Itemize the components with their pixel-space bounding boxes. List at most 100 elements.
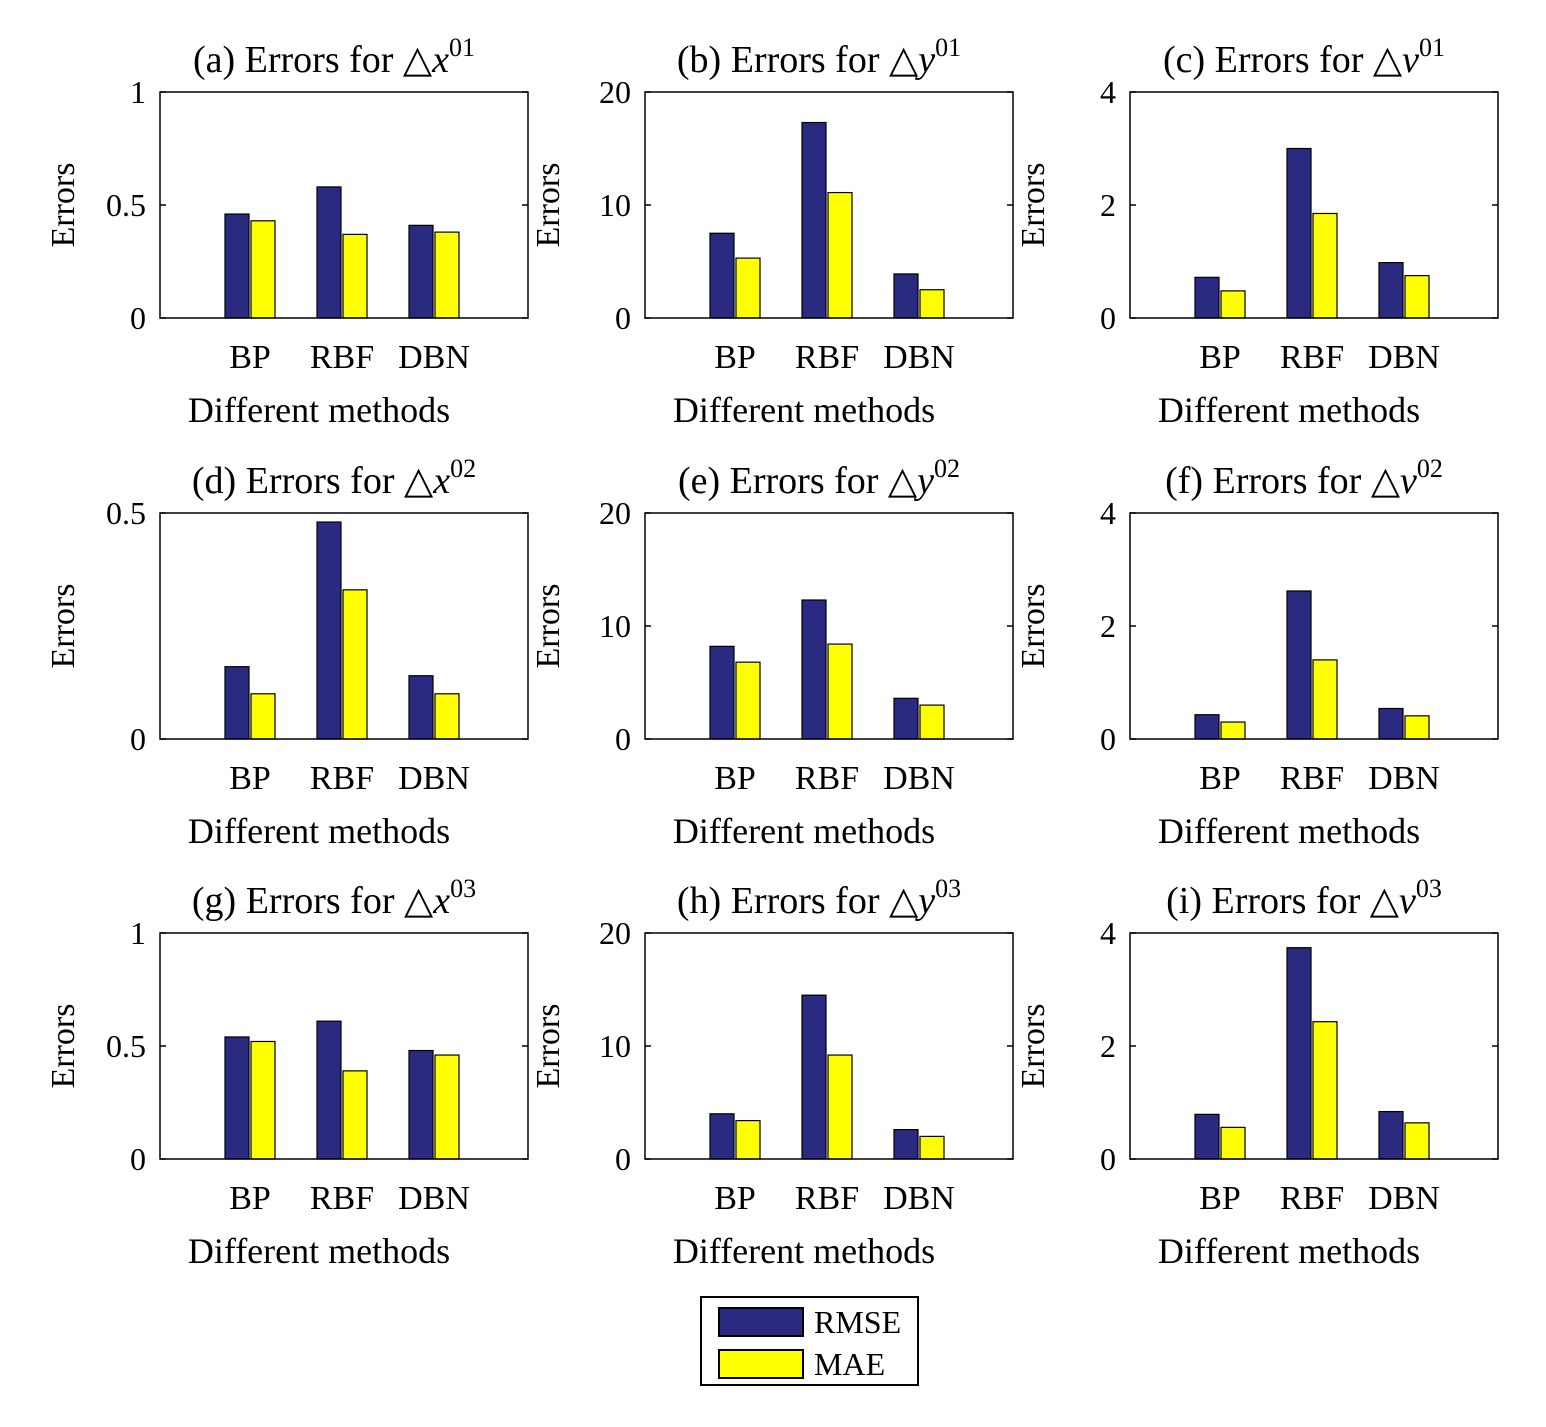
bar-d-mae-rbf (342, 589, 368, 740)
bar-i-mae-dbn (1404, 1122, 1430, 1160)
y-axis-label-c: Errors (1015, 163, 1052, 248)
legend-swatch-rmse (718, 1307, 804, 1337)
bar-e-rmse-bp (709, 645, 735, 740)
bar-i-rmse-rbf (1286, 947, 1312, 1160)
y-axis-label-a: Errors (45, 163, 82, 248)
bar-b-mae-rbf (827, 191, 853, 319)
x-tick-label-a-dbn: DBN (398, 339, 470, 376)
y-axis-label-b: Errors (530, 163, 567, 248)
legend-label-rmse: RMSE (814, 1304, 902, 1340)
bar-f-rmse-dbn (1378, 707, 1404, 740)
bar-f-rmse-rbf (1286, 590, 1312, 740)
y-tick-label-g-2: 1 (130, 915, 146, 951)
x-tick-label-e-bp: BP (714, 760, 756, 797)
bar-a-mae-dbn (434, 231, 460, 319)
bar-e-mae-dbn (919, 704, 945, 740)
bar-h-mae-bp (735, 1119, 761, 1160)
bar-d-rmse-bp (224, 666, 250, 740)
y-axis-label-d: Errors (45, 584, 82, 669)
bar-f-rmse-bp (1194, 714, 1220, 740)
x-axis-label-a: Different methods (188, 390, 450, 430)
panel-b: BP RBF DBN 0 10 20 Errors Different methods (b) … (530, 33, 1014, 430)
panel-i: BP RBF DBN 0 2 4 Errors Different methods (i) Er… (1015, 874, 1499, 1271)
bar-e-mae-rbf (827, 643, 853, 740)
x-axis-label-h: Different methods (673, 1231, 935, 1271)
bar-h-rmse-dbn (893, 1129, 919, 1160)
y-tick-label-d-0: 0 (130, 721, 146, 757)
y-tick-label-e-0: 0 (615, 721, 631, 757)
x-tick-label-c-rbf: RBF (1280, 339, 1344, 376)
y-tick-label-b-1: 10 (599, 187, 631, 223)
x-axis-label-c: Different methods (1158, 390, 1420, 430)
x-tick-label-f-rbf: RBF (1280, 760, 1344, 797)
bar-i-rmse-dbn (1378, 1110, 1404, 1160)
x-tick-label-g-dbn: DBN (398, 1180, 470, 1217)
x-tick-label-a-rbf: RBF (310, 339, 374, 376)
y-tick-label-b-2: 20 (599, 74, 631, 110)
bar-e-mae-bp (735, 661, 761, 740)
y-tick-label-g-0: 0 (130, 1141, 146, 1177)
panel-g: BP RBF DBN 0 0.5 1 Errors Different methods (g) … (45, 874, 529, 1271)
y-tick-label-b-0: 0 (615, 300, 631, 336)
panel-h: BP RBF DBN 0 10 20 Errors Different methods (h) … (530, 874, 1014, 1271)
y-tick-label-c-1: 2 (1100, 187, 1116, 223)
panel-title-b: (b) Errors for △y01 (677, 33, 961, 81)
y-tick-label-e-1: 10 (599, 608, 631, 644)
bar-b-rmse-bp (709, 232, 735, 319)
legend-item-rmse: RMSE (718, 1306, 901, 1338)
y-tick-label-d-1: 0.5 (106, 495, 146, 531)
legend-label-mae: MAE (814, 1346, 886, 1382)
y-tick-label-f-0: 0 (1100, 721, 1116, 757)
y-tick-label-a-0: 0 (130, 300, 146, 336)
bar-c-rmse-dbn (1378, 262, 1404, 319)
panel-d: BP RBF DBN 0 0.5 Errors Different methods (d) E… (45, 454, 529, 851)
bar-b-mae-dbn (919, 289, 945, 319)
bar-h-mae-dbn (919, 1135, 945, 1160)
bar-c-mae-bp (1220, 290, 1246, 319)
figure-canvas: BP RBF DBN 0 0.5 1 Errors Different methods (a) … (45, 33, 1499, 1271)
bar-b-rmse-rbf (801, 121, 827, 319)
x-axis-label-f: Different methods (1158, 811, 1420, 851)
x-axis-label-g: Different methods (188, 1231, 450, 1271)
panel-c: BP RBF DBN 0 2 4 Errors Different methods (c) Er… (1015, 33, 1499, 430)
legend-item-mae: MAE (718, 1348, 885, 1380)
bar-g-mae-rbf (342, 1070, 368, 1160)
bar-d-rmse-rbf (316, 521, 342, 740)
x-axis-label-e: Different methods (673, 811, 935, 851)
y-axis-label-h: Errors (530, 1004, 567, 1089)
bar-g-mae-dbn (434, 1054, 460, 1160)
bar-d-mae-dbn (434, 693, 460, 740)
bar-b-mae-bp (735, 257, 761, 319)
y-tick-label-h-1: 10 (599, 1028, 631, 1064)
panel-f: BP RBF DBN 0 2 4 Errors Different methods (f) Er… (1015, 454, 1499, 851)
x-tick-label-i-rbf: RBF (1280, 1180, 1344, 1217)
x-tick-label-g-bp: BP (229, 1180, 271, 1217)
x-tick-label-h-dbn: DBN (883, 1180, 955, 1217)
y-tick-label-e-2: 20 (599, 495, 631, 531)
x-tick-label-d-bp: BP (229, 760, 271, 797)
x-tick-label-i-bp: BP (1199, 1180, 1241, 1217)
x-tick-label-b-dbn: DBN (883, 339, 955, 376)
y-tick-label-c-0: 0 (1100, 300, 1116, 336)
bar-c-mae-dbn (1404, 275, 1430, 319)
x-tick-label-b-rbf: RBF (795, 339, 859, 376)
bar-h-rmse-rbf (801, 994, 827, 1160)
bar-b-rmse-dbn (893, 273, 919, 319)
y-axis-label-e: Errors (530, 584, 567, 669)
x-tick-label-c-bp: BP (1199, 339, 1241, 376)
bar-d-rmse-dbn (408, 675, 434, 740)
y-tick-label-g-1: 0.5 (106, 1028, 146, 1064)
panel-e: BP RBF DBN 0 10 20 Errors Different methods (e) … (530, 454, 1014, 851)
x-tick-label-i-dbn: DBN (1368, 1180, 1440, 1217)
x-tick-label-f-bp: BP (1199, 760, 1241, 797)
y-tick-label-i-0: 0 (1100, 1141, 1116, 1177)
y-tick-label-f-1: 2 (1100, 608, 1116, 644)
x-tick-label-e-dbn: DBN (883, 760, 955, 797)
bar-c-mae-rbf (1312, 212, 1338, 319)
bar-e-rmse-rbf (801, 599, 827, 740)
panel-title-i: (i) Errors for △ν03 (1166, 874, 1442, 922)
panel-title-h: (h) Errors for △y03 (677, 874, 961, 922)
x-tick-label-a-bp: BP (229, 339, 271, 376)
y-axis-label-i: Errors (1015, 1004, 1052, 1089)
panel-a: BP RBF DBN 0 0.5 1 Errors Different methods (a) … (45, 33, 529, 430)
